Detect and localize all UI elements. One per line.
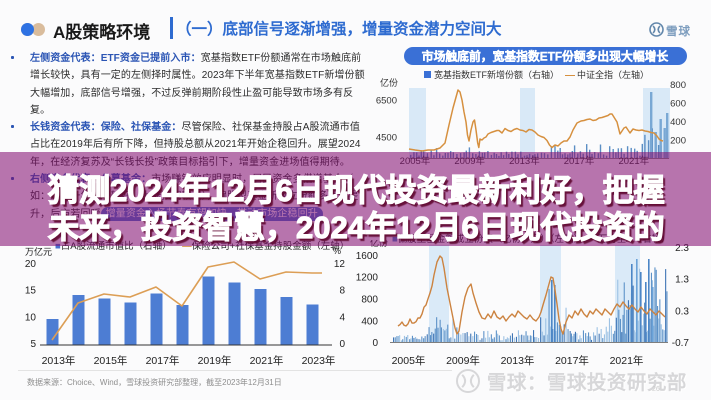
svg-text:市场触底前，宽基指数ETF份额多出现大幅增长: 市场触底前，宽基指数ETF份额多出现大幅增长 — [422, 50, 669, 64]
svg-text:2.3: 2.3 — [675, 243, 689, 254]
svg-text:1600: 1600 — [356, 251, 379, 262]
svg-text:4: 4 — [339, 313, 345, 324]
svg-text:2021年: 2021年 — [610, 354, 644, 366]
svg-text:-0.7: -0.7 — [672, 338, 690, 349]
svg-text:—: — — [565, 70, 575, 81]
svg-text:20: 20 — [25, 259, 37, 270]
svg-text:0: 0 — [372, 338, 378, 349]
svg-text:2021年: 2021年 — [250, 354, 284, 366]
svg-text:15: 15 — [25, 286, 37, 297]
svg-text:200: 200 — [670, 136, 686, 147]
svg-text:2013年: 2013年 — [42, 354, 76, 366]
svg-text:12: 12 — [334, 259, 346, 270]
svg-text:2023年: 2023年 — [302, 354, 336, 366]
svg-text:400: 400 — [361, 317, 378, 328]
svg-text:8: 8 — [339, 286, 345, 297]
svg-text:2017年: 2017年 — [146, 354, 180, 366]
svg-text:10: 10 — [25, 313, 37, 324]
svg-text:0.3: 0.3 — [675, 307, 689, 318]
svg-text:400: 400 — [670, 117, 686, 128]
svg-text:万亿元: 万亿元 — [25, 246, 52, 257]
svg-text:4500: 4500 — [376, 133, 397, 144]
svg-text:2005年: 2005年 — [392, 354, 426, 366]
svg-text:800: 800 — [670, 80, 686, 91]
svg-text:2009年: 2009年 — [446, 354, 480, 366]
svg-text:6500: 6500 — [376, 96, 397, 107]
svg-text:1200: 1200 — [356, 273, 379, 284]
svg-text:2017年: 2017年 — [555, 354, 589, 366]
svg-text:宽基指数ETF新增份额（右轴）: 宽基指数ETF新增份额（右轴） — [434, 69, 559, 80]
svg-text:0: 0 — [339, 339, 345, 350]
svg-text:2013年: 2013年 — [501, 354, 535, 366]
svg-text:2015年: 2015年 — [94, 354, 128, 366]
svg-text:1.3: 1.3 — [675, 275, 689, 286]
svg-text:600: 600 — [670, 99, 686, 110]
svg-text:5: 5 — [30, 339, 36, 350]
svg-text:亿份: 亿份 — [380, 77, 398, 88]
svg-text:中证全指（左轴）: 中证全指（左轴） — [577, 69, 649, 80]
svg-text:%: % — [333, 246, 341, 256]
svg-text:2019年: 2019年 — [198, 354, 232, 366]
svg-text:800: 800 — [361, 295, 378, 306]
